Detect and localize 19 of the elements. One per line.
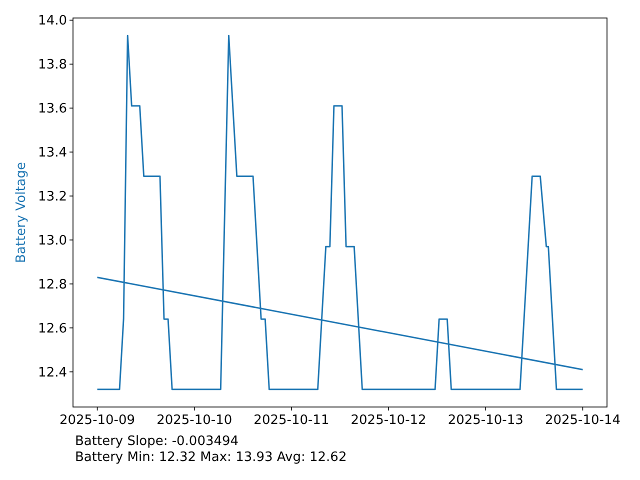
y-tick-label: 14.0 — [38, 14, 67, 29]
x-tick-label: 2025-10-09 — [59, 413, 136, 428]
text: Battery Min: 12.32 Max: 13.93 Avg: 12.62 — [75, 450, 347, 465]
line-series — [96, 34, 584, 390]
y-tick-label: 12.4 — [38, 365, 67, 380]
y-tick-label: 13.4 — [38, 146, 67, 161]
y-tick-label: 12.8 — [38, 277, 67, 292]
x-tick-label: 2025-10-14 — [544, 413, 621, 428]
y-tick-label: 13.6 — [38, 102, 67, 117]
x-tick-label: 2025-10-10 — [156, 413, 232, 428]
x-tick-label: 2025-10-11 — [254, 413, 330, 428]
y-tick-label: 12.6 — [38, 321, 67, 336]
x-tick-label: 2025-10-13 — [448, 413, 524, 428]
y-axis-title: Battery Voltage — [14, 162, 29, 264]
text: Battery Slope: -0.003494 — [75, 434, 239, 449]
y-tick-label: 13.8 — [38, 58, 67, 73]
y-tick-label: 13.0 — [38, 234, 67, 249]
y-tick-label: 13.2 — [38, 190, 67, 205]
x-tick-label: 2025-10-12 — [350, 413, 426, 428]
